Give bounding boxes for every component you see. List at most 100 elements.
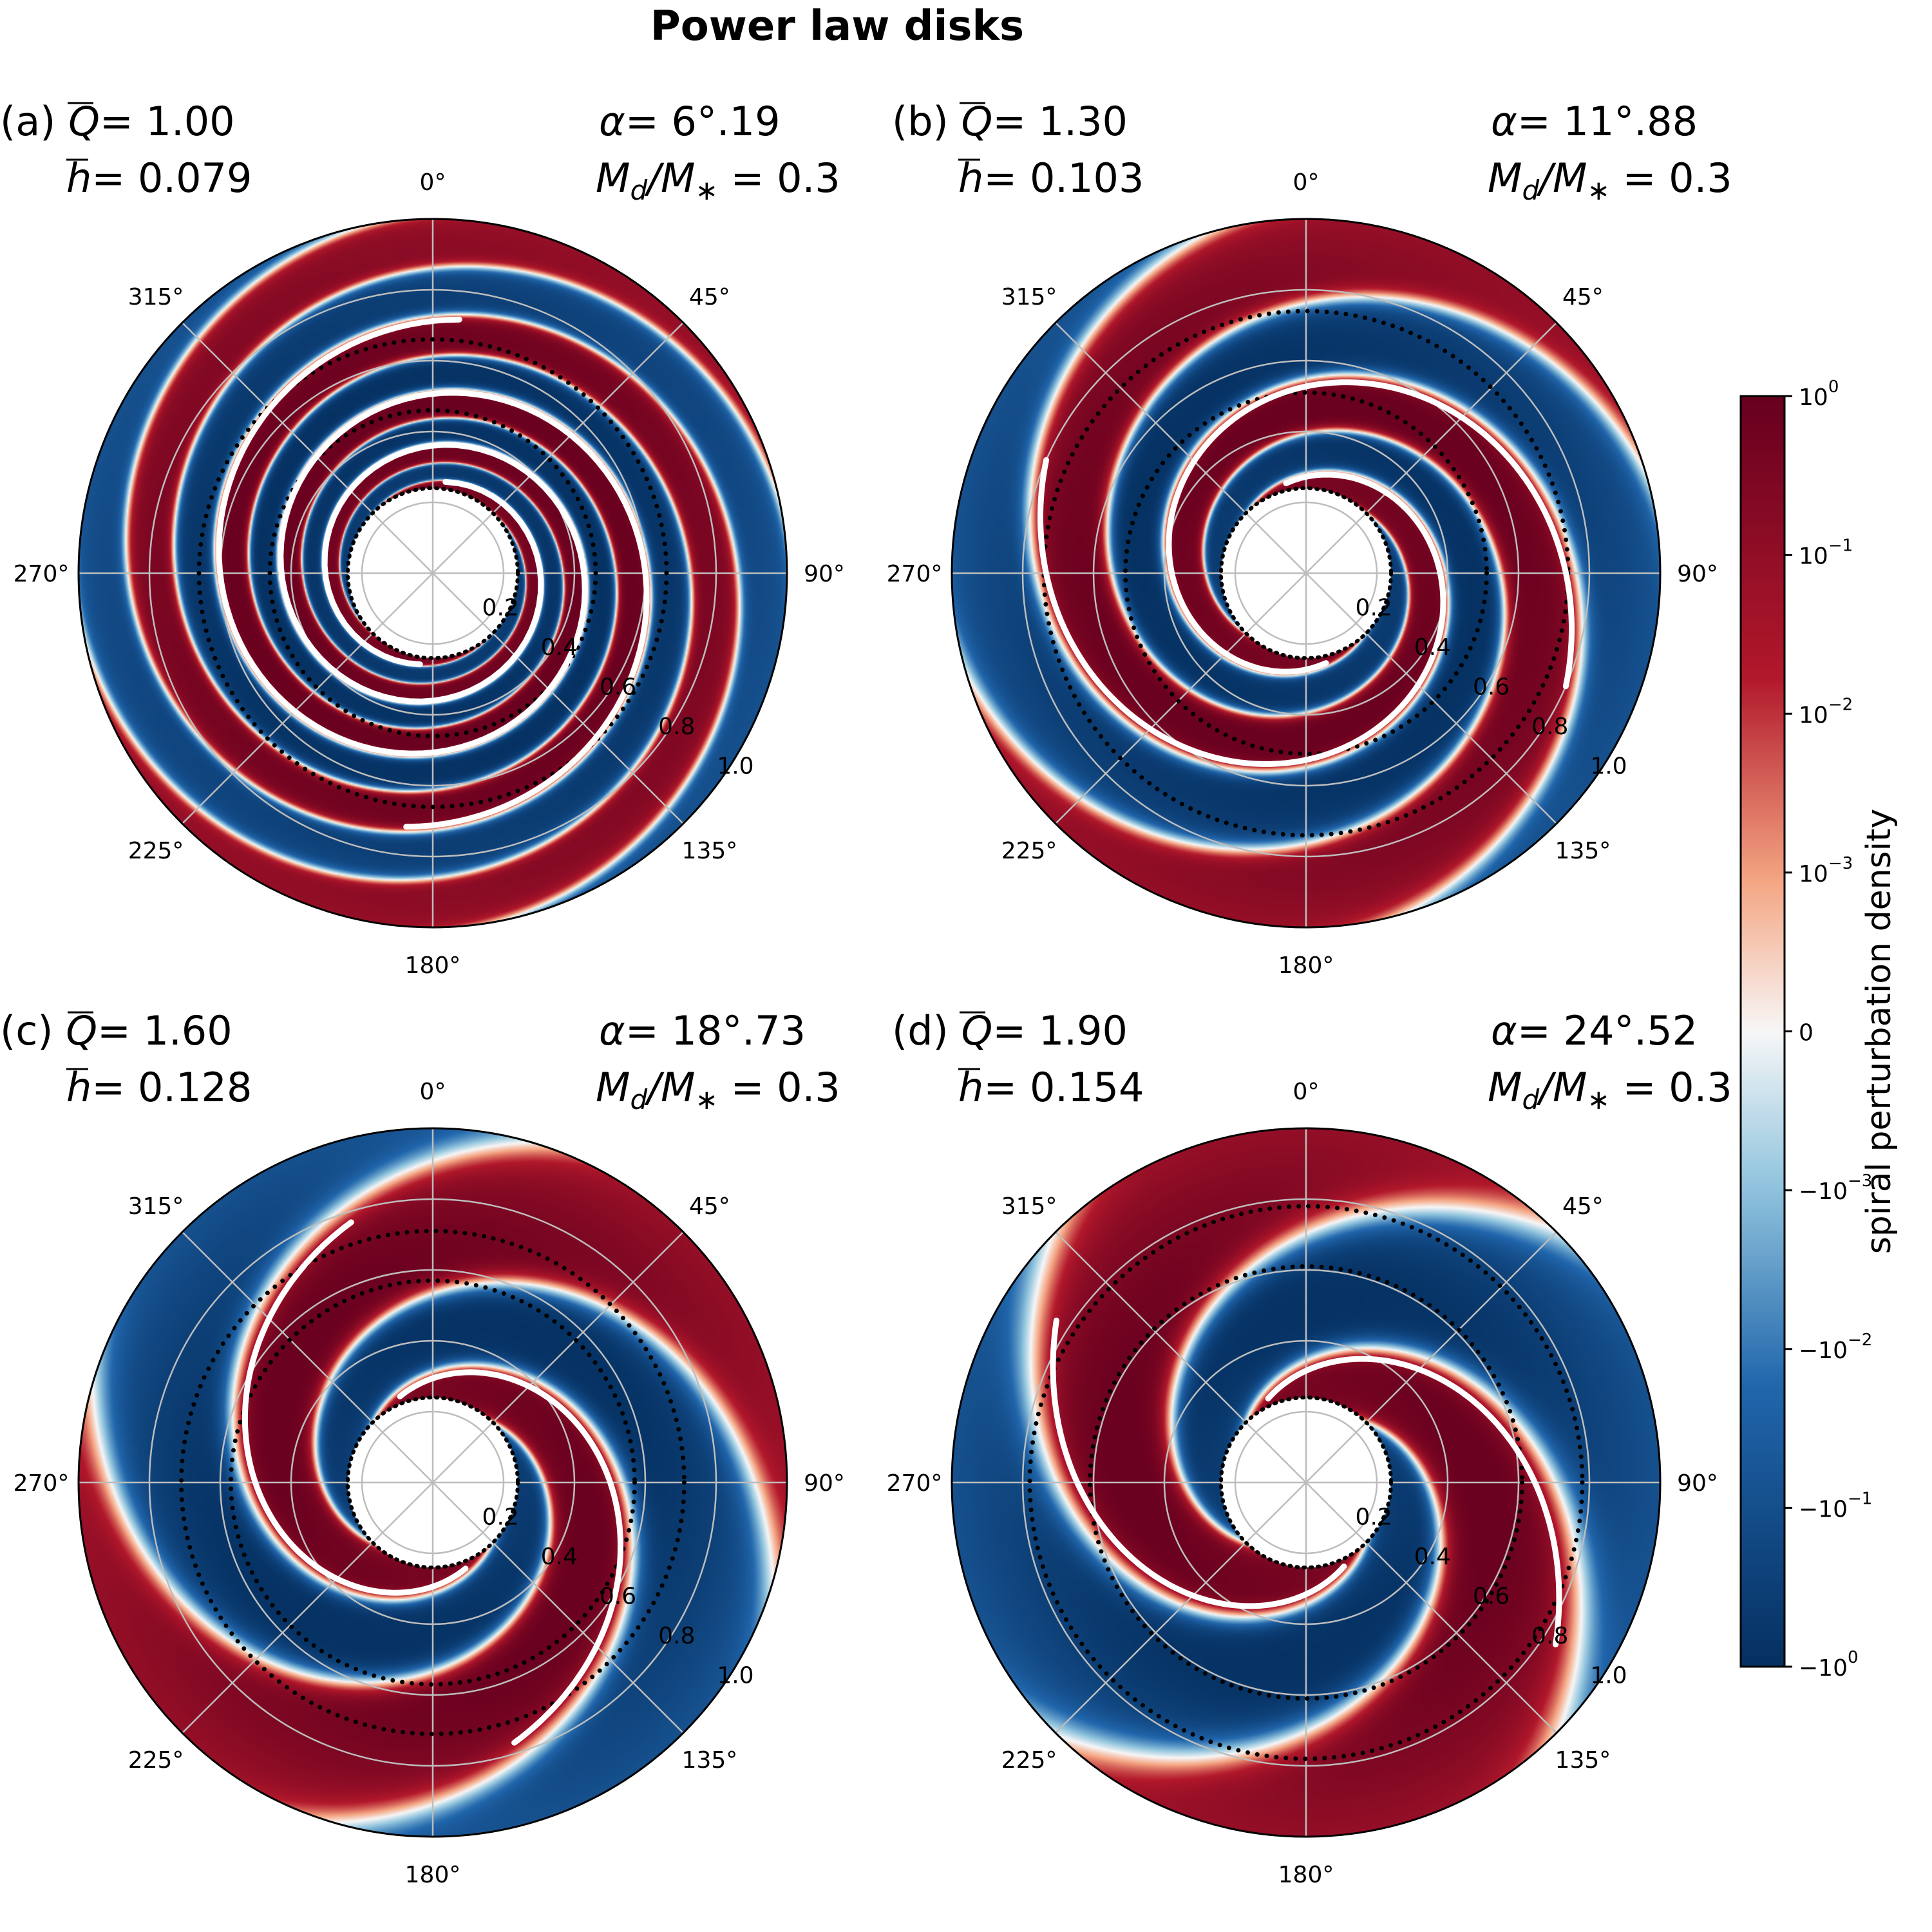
mass-sub-d: d (630, 1084, 648, 1115)
panel-annotation: (d) Q= 1.90 h= 0.154 α= 24°.52 Md/M∗ = 0.3 (892, 1007, 1732, 1115)
colorbar-tick-label: 10−2 (1799, 695, 1853, 728)
grid-spoke (1305, 1231, 1557, 1483)
theta-tick-label: 45° (689, 1193, 730, 1220)
spiral-arm (1166, 379, 1575, 690)
dotted-circle (1123, 390, 1489, 756)
mass-slash: /M (1536, 1064, 1587, 1111)
polar-panel-d: 0° 45° 90° 135° 180° 225° 270° 315° 0.2 0.4 0.6 0.8… (887, 1007, 1732, 1888)
spiral-arm (1050, 1318, 1347, 1609)
spiral-arm (397, 1369, 623, 1746)
colorbar-tick-exp: −1 (1848, 1489, 1872, 1508)
mass-sub-star: ∗ (1587, 1084, 1610, 1115)
colorbar-tick-base: 10 (1799, 384, 1828, 411)
theta-tick-label: 45° (1562, 284, 1604, 310)
mass-sub-d: d (630, 175, 648, 206)
alpha-value: = 18°.73 (625, 1007, 806, 1054)
h-value: = 0.128 (91, 1064, 252, 1111)
spiral-arm (1265, 1356, 1562, 1647)
grid-spoke (1055, 322, 1307, 574)
grid-spoke (1055, 1482, 1307, 1734)
mass-symbol: M (1488, 155, 1522, 202)
r-tick-labels: 0.2 0.4 0.6 0.8 1.0 (482, 595, 754, 780)
grid-spoke (1305, 322, 1557, 574)
theta-tick-label: 0° (420, 1079, 446, 1105)
spiral-fits (216, 316, 650, 830)
r-tick-label: 0.8 (1531, 1623, 1568, 1649)
theta-tick-labels: 0° 45° 90° 135° 180° 225° 270° 315° (14, 169, 845, 979)
r-tick-label: 0.6 (600, 674, 636, 701)
colorbar-tick-base: −10 (1799, 1496, 1848, 1522)
mass-value: = 0.3 (718, 155, 840, 202)
dotted-circle (267, 408, 598, 739)
h-annotation: h= 0.154 (958, 1064, 1144, 1111)
colorbar-tick-exp: −3 (1848, 1171, 1872, 1191)
grid-spoke (1055, 1231, 1307, 1483)
grid-spoke (182, 1482, 433, 1734)
q-symbol: Q (961, 1007, 992, 1054)
alpha-symbol: α (1491, 1007, 1517, 1054)
theta-tick-label: 315° (1001, 1193, 1057, 1220)
r-tick-labels: 0.2 0.4 0.6 0.8 1.0 (1356, 1504, 1627, 1689)
r-tick-label: 0.4 (1414, 1544, 1451, 1570)
panel-label: (c) Q= 1.60 (0, 1007, 232, 1054)
polar-frame (951, 218, 1662, 929)
polar-panel-b: 0° 45° 90° 135° 180° 225° 270° 315° 0.2 0.4 0.6 0.8… (887, 98, 1732, 979)
r-tick-label: 0.8 (1531, 714, 1568, 740)
alpha-annotation: α= 11°.88 (1491, 98, 1698, 145)
grid-spoke (432, 322, 684, 574)
polar-frame (77, 218, 788, 929)
theta-tick-label: 45° (1562, 1193, 1604, 1220)
theta-tick-label: 180° (1278, 952, 1334, 979)
mass-annotation: Md/M∗ = 0.3 (1488, 155, 1732, 206)
h-annotation: h= 0.128 (66, 1064, 252, 1111)
dotted-circle (1027, 1204, 1585, 1761)
mass-value: = 0.3 (1610, 155, 1732, 202)
mass-slash: /M (644, 1064, 695, 1111)
mass-symbol: M (1488, 1064, 1522, 1111)
r-tick-label: 0.6 (1473, 674, 1510, 701)
h-symbol: h (958, 1064, 983, 1111)
colorbar-tick-label: 0 (1799, 1020, 1814, 1046)
spiral-fits (242, 1219, 623, 1746)
inner-boundary (1219, 486, 1393, 660)
panel-annotation: (c) Q= 1.60 h= 0.128 α= 18°.73 Md/M∗ = 0.3 (0, 1007, 840, 1115)
h-value: = 0.154 (983, 1064, 1144, 1111)
theta-tick-label: 270° (887, 561, 943, 587)
colorbar-tick-base: 10 (1799, 544, 1828, 570)
grid-spoke (432, 1231, 684, 1483)
polar-frame (77, 1127, 788, 1838)
theta-tick-label: 0° (1293, 169, 1320, 196)
colorbar-label: spiral perturbation density (1860, 809, 1899, 1255)
colorbar-tick-exp: 0 (1828, 377, 1839, 397)
panel-label: (b) Q= 1.30 (892, 98, 1128, 145)
theta-tick-label: 90° (1677, 1470, 1718, 1497)
h-annotation: h= 0.079 (66, 155, 252, 202)
r-tick-label: 0.2 (482, 1504, 519, 1531)
theta-tick-label: 135° (682, 1747, 738, 1774)
inner-boundary (346, 1396, 520, 1569)
mass-symbol: M (596, 155, 630, 202)
r-tick-label: 1.0 (1590, 1663, 1627, 1689)
colorbar-tick-exp: −3 (1828, 854, 1853, 873)
r-tick-labels: 0.2 0.4 0.6 0.8 1.0 (482, 1504, 754, 1689)
theta-tick-label: 90° (804, 1470, 845, 1497)
r-tick-label: 1.0 (717, 753, 753, 780)
theta-tick-label: 225° (1001, 838, 1057, 864)
alpha-annotation: α= 6°.19 (599, 98, 781, 145)
grid-spoke (1305, 573, 1557, 824)
r-tick-label: 0.2 (1356, 595, 1392, 621)
theta-tick-label: 225° (128, 1747, 184, 1774)
theta-tick-label: 315° (1001, 284, 1057, 310)
colorbar-tick-exp: −2 (1848, 1331, 1872, 1350)
polar-frame (951, 1127, 1662, 1838)
colorbar-tick-exp: −2 (1828, 695, 1853, 714)
r-tick-label: 1.0 (717, 1663, 753, 1689)
dotted-circle (179, 1229, 687, 1736)
theta-tick-label: 135° (1555, 1747, 1611, 1774)
dotted-circle (229, 1278, 637, 1687)
panel-annotation: (b) Q= 1.30 h= 0.103 α= 11°.88 Md/M∗ = 0.3 (892, 98, 1732, 206)
grid-spoke (1305, 1482, 1557, 1734)
r-tick-label: 0.8 (658, 714, 695, 740)
